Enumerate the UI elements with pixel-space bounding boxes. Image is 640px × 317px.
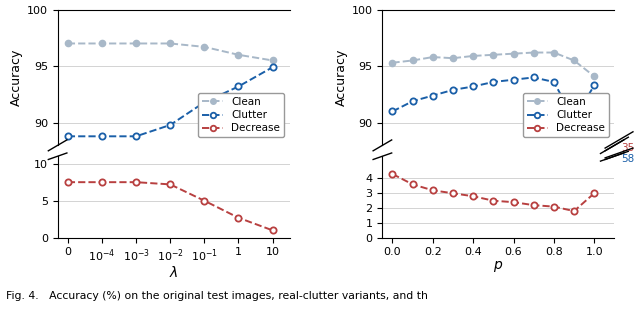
Text: Fig. 4.   Accuracy (%) on the original test images, real-clutter variants, and t: Fig. 4. Accuracy (%) on the original tes…: [6, 291, 428, 301]
Y-axis label: Accuracy: Accuracy: [335, 49, 348, 106]
Legend: Clean, Clutter, Decrease: Clean, Clutter, Decrease: [523, 93, 609, 138]
Legend: Clean, Clutter, Decrease: Clean, Clutter, Decrease: [198, 93, 284, 138]
Text: 35: 35: [621, 143, 635, 153]
X-axis label: $\lambda$: $\lambda$: [169, 265, 179, 281]
Text: 58: 58: [621, 154, 635, 164]
X-axis label: $p$: $p$: [493, 259, 504, 274]
Y-axis label: Accuracy: Accuracy: [10, 49, 22, 106]
